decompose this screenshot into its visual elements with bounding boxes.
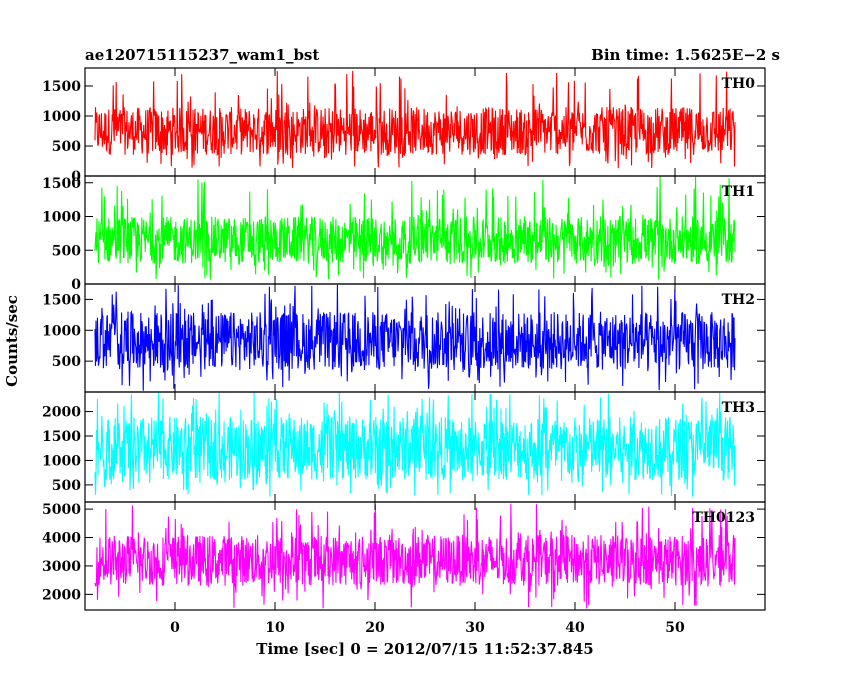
y-tick-label: 1000 bbox=[42, 323, 81, 339]
y-tick-label: 1500 bbox=[42, 292, 81, 308]
band-label-th0123: TH0123 bbox=[692, 510, 755, 526]
panel-th0: 0 500 1000 1500 TH0 bbox=[42, 67, 766, 185]
series-line-th3 bbox=[94, 392, 736, 497]
y-tick-label: 4000 bbox=[42, 531, 81, 547]
band-label-th1: TH1 bbox=[722, 184, 755, 200]
panel-th1: 0 500 1000 1500 TH1 bbox=[42, 175, 766, 293]
series-line-th0 bbox=[94, 70, 736, 169]
band-label-th2: TH2 bbox=[722, 292, 755, 308]
y-tick-label: 5000 bbox=[42, 502, 81, 518]
y-tick-label: 2000 bbox=[42, 405, 81, 421]
chart-title-left: ae120715115237_wam1_bst bbox=[85, 46, 319, 64]
panel-frame bbox=[84, 501, 766, 611]
y-tick-label: 1000 bbox=[42, 453, 81, 469]
band-label-th0: TH0 bbox=[722, 76, 756, 92]
y-tick-label: 1000 bbox=[42, 210, 81, 226]
chart-title-right: Bin time: 1.5625E−2 s bbox=[591, 46, 780, 64]
band-label-th3: TH3 bbox=[722, 400, 755, 416]
x-tick-label: 0 bbox=[170, 620, 180, 636]
x-axis: 0 10 20 30 40 50 bbox=[170, 620, 685, 636]
y-tick-label: 1500 bbox=[42, 79, 81, 95]
y-tick-label: 1000 bbox=[42, 109, 81, 125]
x-tick-label: 40 bbox=[565, 620, 585, 636]
y-tick-label: 0 bbox=[71, 169, 81, 185]
panels-group: 0 500 1000 1500 TH0 0 500 1000 1500 TH1 500 1000 150… bbox=[42, 67, 766, 611]
x-tick-label: 30 bbox=[465, 620, 485, 636]
series-line-th1 bbox=[94, 176, 736, 280]
y-tick-label: 500 bbox=[52, 139, 81, 155]
y-tick-label: 1500 bbox=[42, 429, 81, 445]
y-tick-label: 0 bbox=[71, 277, 81, 293]
x-tick-label: 50 bbox=[665, 620, 685, 636]
y-tick-label: 1500 bbox=[42, 176, 81, 192]
x-tick-label: 20 bbox=[365, 620, 385, 636]
panel-th2: 500 1000 1500 TH2 bbox=[42, 283, 766, 393]
series-line-th2 bbox=[94, 284, 736, 391]
y-tick-label: 500 bbox=[52, 478, 81, 494]
x-axis-label: Time [sec] 0 = 2012/07/15 11:52:37.845 bbox=[256, 640, 593, 658]
y-tick-label: 3000 bbox=[42, 559, 81, 575]
panel-th0123: 2000 3000 4000 5000 TH0123 bbox=[42, 501, 766, 611]
series-line-th0123 bbox=[94, 503, 736, 609]
y-axis-label: Counts/sec bbox=[3, 295, 21, 387]
y-tick-label: 500 bbox=[52, 354, 81, 370]
x-tick-label: 10 bbox=[265, 620, 285, 636]
y-tick-label: 2000 bbox=[42, 587, 81, 603]
y-tick-label: 500 bbox=[52, 243, 81, 259]
panel-th3: 500 1000 1500 2000 TH3 bbox=[42, 391, 766, 503]
